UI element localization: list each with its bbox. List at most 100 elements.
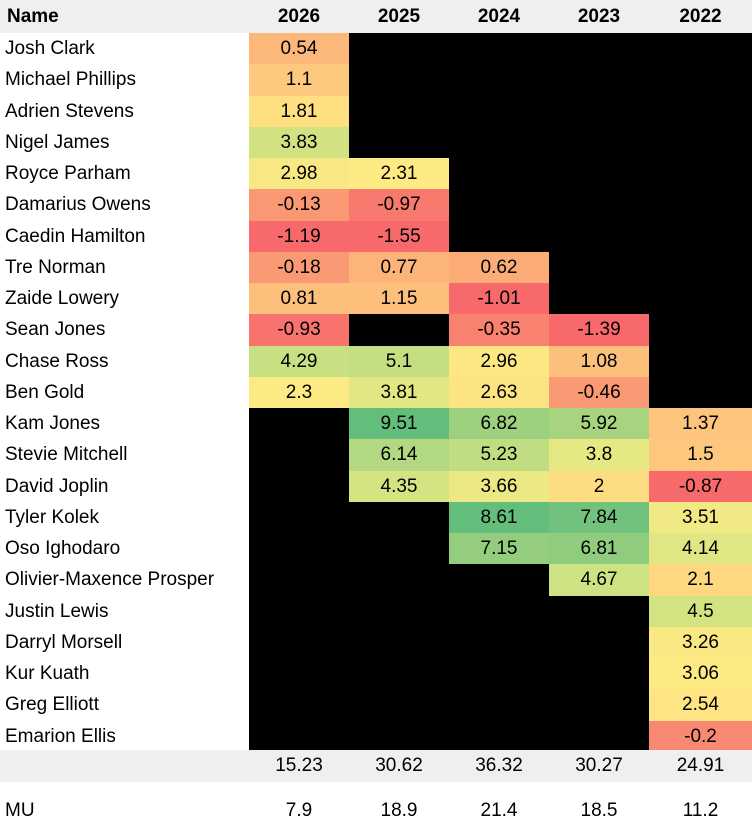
empty-cell[interactable] [549,596,649,627]
empty-cell[interactable] [449,596,549,627]
value-cell[interactable]: 7.84 [549,502,649,533]
value-cell[interactable]: 1.15 [349,283,449,314]
empty-cell[interactable] [349,689,449,721]
value-cell[interactable]: 0.81 [249,283,349,314]
empty-cell[interactable] [549,721,649,752]
value-cell[interactable]: 4.29 [249,346,349,377]
value-cell[interactable]: 3.8 [549,439,649,471]
value-cell[interactable]: 6.81 [549,533,649,564]
player-name-cell[interactable]: Michael Phillips [5,69,136,90]
player-name-cell[interactable]: Kur Kuath [5,662,90,684]
player-name-cell[interactable]: Justin Lewis [5,600,109,622]
total-cell[interactable]: 36.32 [475,755,523,776]
value-cell[interactable]: 8.61 [449,502,549,533]
value-cell[interactable]: 5.23 [449,439,549,471]
value-cell[interactable]: 1.1 [249,64,349,96]
empty-cell[interactable] [349,127,449,158]
value-cell[interactable]: 4.35 [349,471,449,502]
player-name-cell[interactable]: Josh Clark [5,37,95,59]
empty-cell[interactable] [349,627,449,658]
empty-cell[interactable] [349,533,449,564]
player-name-cell[interactable]: Nigel James [5,131,110,153]
empty-cell[interactable] [449,564,549,596]
empty-cell[interactable] [249,502,349,533]
empty-cell[interactable] [649,158,752,189]
player-name-cell[interactable]: Olivier-Maxence Prosper [5,569,215,590]
mu-cell[interactable]: 21.4 [480,800,518,821]
player-name-cell[interactable]: Caedin Hamilton [5,225,146,247]
value-cell[interactable]: 4.5 [649,596,752,627]
value-cell[interactable]: 0.77 [349,252,449,283]
empty-cell[interactable] [549,189,649,221]
mu-label[interactable]: MU [5,800,35,821]
value-cell[interactable]: -1.19 [249,221,349,252]
value-cell[interactable]: 2.98 [249,158,349,189]
player-name-cell[interactable]: Ben Gold [5,381,85,403]
empty-cell[interactable] [349,33,449,64]
empty-cell[interactable] [549,658,649,689]
empty-cell[interactable] [249,439,349,471]
mu-cell[interactable]: 11.2 [682,800,719,821]
empty-cell[interactable] [549,252,649,283]
value-cell[interactable]: 5.1 [349,346,449,377]
empty-cell[interactable] [349,502,449,533]
empty-cell[interactable] [449,721,549,752]
player-name-cell[interactable]: Damarius Owens [5,194,151,215]
empty-cell[interactable] [449,96,549,127]
empty-cell[interactable] [649,283,752,314]
value-cell[interactable]: 3.06 [649,658,752,689]
value-cell[interactable]: -1.01 [449,283,549,314]
empty-cell[interactable] [449,64,549,96]
player-name-cell[interactable]: Chase Ross [5,350,109,372]
total-cell[interactable]: 30.27 [575,755,623,776]
value-cell[interactable]: 2.3 [249,377,349,408]
empty-cell[interactable] [549,33,649,64]
value-cell[interactable]: -0.93 [249,314,349,346]
empty-cell[interactable] [349,564,449,596]
empty-cell[interactable] [649,377,752,408]
empty-cell[interactable] [549,283,649,314]
empty-cell[interactable] [549,627,649,658]
empty-cell[interactable] [249,564,349,596]
value-cell[interactable]: 2.31 [349,158,449,189]
header-name[interactable]: Name [7,5,59,27]
empty-cell[interactable] [549,64,649,96]
value-cell[interactable]: 2.54 [649,689,752,721]
total-cell[interactable]: 30.62 [375,755,423,776]
player-name-cell[interactable]: Emarion Ellis [5,725,116,747]
value-cell[interactable]: 0.62 [449,252,549,283]
value-cell[interactable]: 2 [549,471,649,502]
mu-cell[interactable]: 18.5 [580,800,618,821]
empty-cell[interactable] [649,221,752,252]
empty-cell[interactable] [449,33,549,64]
empty-cell[interactable] [649,127,752,158]
empty-cell[interactable] [349,314,449,346]
value-cell[interactable]: -1.55 [349,221,449,252]
empty-cell[interactable] [449,221,549,252]
value-cell[interactable]: 9.51 [349,408,449,439]
player-name-cell[interactable]: Darryl Morsell [5,631,123,653]
value-cell[interactable]: -0.13 [249,189,349,221]
value-cell[interactable]: 3.81 [349,377,449,408]
player-name-cell[interactable]: Tyler Kolek [5,506,99,528]
empty-cell[interactable] [649,33,752,64]
total-cell[interactable]: 15.23 [275,755,323,776]
empty-cell[interactable] [649,64,752,96]
value-cell[interactable]: 2.96 [449,346,549,377]
value-cell[interactable]: 7.15 [449,533,549,564]
empty-cell[interactable] [249,596,349,627]
value-cell[interactable]: 5.92 [549,408,649,439]
player-name-cell[interactable]: Zaide Lowery [5,287,120,309]
value-cell[interactable]: 1.81 [249,96,349,127]
empty-cell[interactable] [249,658,349,689]
empty-cell[interactable] [249,408,349,439]
empty-cell[interactable] [249,689,349,721]
mu-cell[interactable]: 7.9 [285,800,313,821]
empty-cell[interactable] [549,158,649,189]
value-cell[interactable]: 1.5 [649,439,752,471]
empty-cell[interactable] [649,314,752,346]
player-name-cell[interactable]: Adrien Stevens [5,100,134,122]
empty-cell[interactable] [349,721,449,752]
player-name-cell[interactable]: David Joplin [5,475,109,497]
value-cell[interactable]: -0.2 [649,721,752,752]
